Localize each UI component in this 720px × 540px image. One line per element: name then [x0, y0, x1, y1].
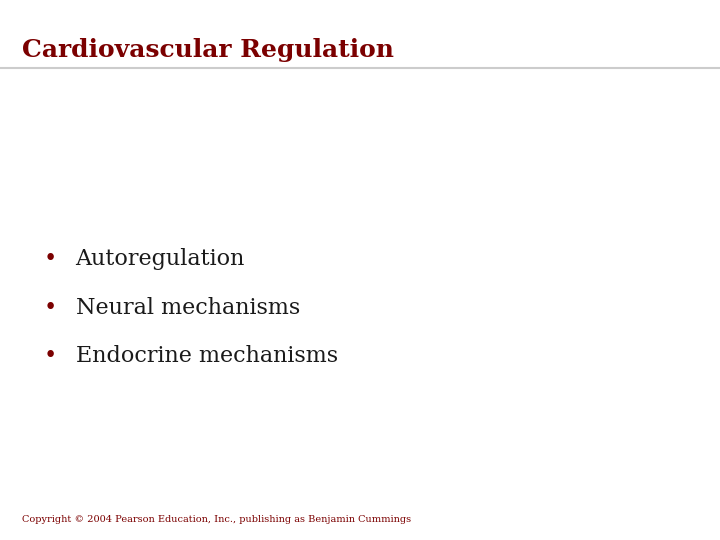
Text: Endocrine mechanisms: Endocrine mechanisms	[76, 346, 338, 367]
Text: Neural mechanisms: Neural mechanisms	[76, 297, 300, 319]
Text: Cardiovascular Regulation: Cardiovascular Regulation	[22, 38, 394, 62]
Text: Autoregulation: Autoregulation	[76, 248, 245, 270]
Text: •: •	[44, 346, 57, 367]
Text: •: •	[44, 297, 57, 319]
Text: •: •	[44, 248, 57, 270]
Text: Copyright © 2004 Pearson Education, Inc., publishing as Benjamin Cummings: Copyright © 2004 Pearson Education, Inc.…	[22, 515, 410, 524]
